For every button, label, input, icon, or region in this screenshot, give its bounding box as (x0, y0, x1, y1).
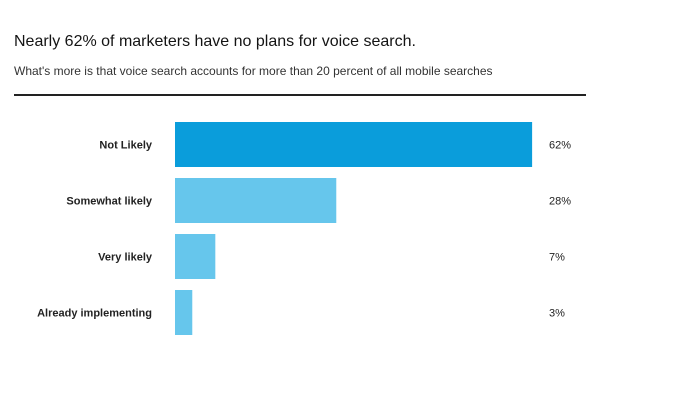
value-label-1: 28% (549, 196, 571, 208)
category-label-1: Somewhat likely (66, 196, 152, 208)
value-label-2: 7% (549, 252, 565, 264)
value-label-0: 62% (549, 140, 571, 152)
category-label-2: Very likely (98, 252, 153, 264)
bar-3 (175, 290, 193, 335)
chart-title: Nearly 62% of marketers have no plans fo… (14, 33, 416, 50)
chart-subtitle: What's more is that voice search account… (14, 64, 493, 78)
value-label-3: 3% (549, 308, 565, 320)
title-divider (14, 94, 586, 96)
bar-1 (175, 178, 337, 223)
bar-2 (175, 234, 216, 279)
bar-0 (175, 122, 533, 167)
category-label-3: Already implementing (37, 308, 152, 320)
category-label-0: Not Likely (99, 140, 152, 152)
